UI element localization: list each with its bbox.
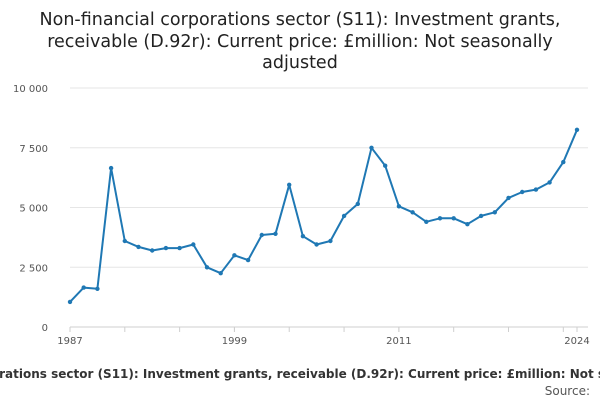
chart-title: Non-financial corporations sector (S11):… <box>40 10 561 73</box>
data-point[interactable] <box>451 216 456 221</box>
x-tick-label: 1987 <box>57 336 82 347</box>
data-point[interactable] <box>163 245 169 251</box>
chart-title-line-3: adjusted <box>262 53 338 73</box>
data-point[interactable] <box>561 159 566 165</box>
chart-title-line-2: receivable (D.92r): Current price: £mill… <box>47 32 553 52</box>
y-tick-label: 0 <box>42 323 48 334</box>
data-point[interactable] <box>437 216 443 221</box>
data-point[interactable] <box>150 248 155 253</box>
x-tick-label: 2024 <box>564 336 589 347</box>
chart-title-line-1: Non-financial corporations sector (S11):… <box>40 10 561 30</box>
data-point[interactable] <box>259 232 264 238</box>
data-point[interactable] <box>574 127 580 132</box>
data-point[interactable] <box>191 242 196 247</box>
y-tick-label: 7 500 <box>19 144 48 155</box>
data-point[interactable] <box>410 210 415 215</box>
plot-area <box>67 127 580 305</box>
y-axis: 0 2 500 5 000 7 500 10 000 <box>13 84 48 334</box>
data-point[interactable] <box>520 189 525 195</box>
data-point[interactable] <box>108 165 114 171</box>
data-point[interactable] <box>204 265 210 270</box>
data-point[interactable] <box>383 163 388 168</box>
data-point[interactable] <box>492 210 497 215</box>
data-point[interactable] <box>136 244 141 250</box>
data-point[interactable] <box>314 242 319 247</box>
data-point[interactable] <box>396 204 402 209</box>
x-tick-label: 1999 <box>222 336 247 347</box>
gridlines <box>70 87 588 328</box>
data-point[interactable] <box>533 187 539 192</box>
data-point[interactable] <box>355 201 360 207</box>
data-point[interactable] <box>218 271 223 276</box>
data-point[interactable] <box>287 182 292 187</box>
y-tick-label: 5 000 <box>19 204 48 215</box>
data-point[interactable] <box>300 234 306 239</box>
data-point[interactable] <box>424 219 429 224</box>
data-point[interactable] <box>67 299 73 305</box>
data-point[interactable] <box>478 213 484 219</box>
y-tick-label: 2 500 <box>19 263 48 274</box>
data-point[interactable] <box>245 257 251 263</box>
data-point[interactable] <box>232 253 237 258</box>
footer-series-label: Non-financial corporations sector (S11):… <box>0 367 600 381</box>
data-point[interactable] <box>465 222 470 227</box>
data-point[interactable] <box>341 213 347 219</box>
data-point[interactable] <box>369 145 374 150</box>
x-tick-label: 2011 <box>386 336 411 347</box>
data-point[interactable] <box>328 238 333 244</box>
data-point[interactable] <box>506 195 511 201</box>
data-point[interactable] <box>81 285 86 290</box>
data-point[interactable] <box>122 238 128 244</box>
data-point[interactable] <box>95 286 100 291</box>
x-axis: 1987 1999 2011 2024 <box>57 327 590 347</box>
y-tick-label: 10 000 <box>13 84 48 95</box>
source-label: Source: <box>545 384 590 398</box>
data-point[interactable] <box>547 180 552 185</box>
data-point[interactable] <box>273 231 278 236</box>
data-point[interactable] <box>177 245 182 251</box>
series-line <box>69 129 578 303</box>
